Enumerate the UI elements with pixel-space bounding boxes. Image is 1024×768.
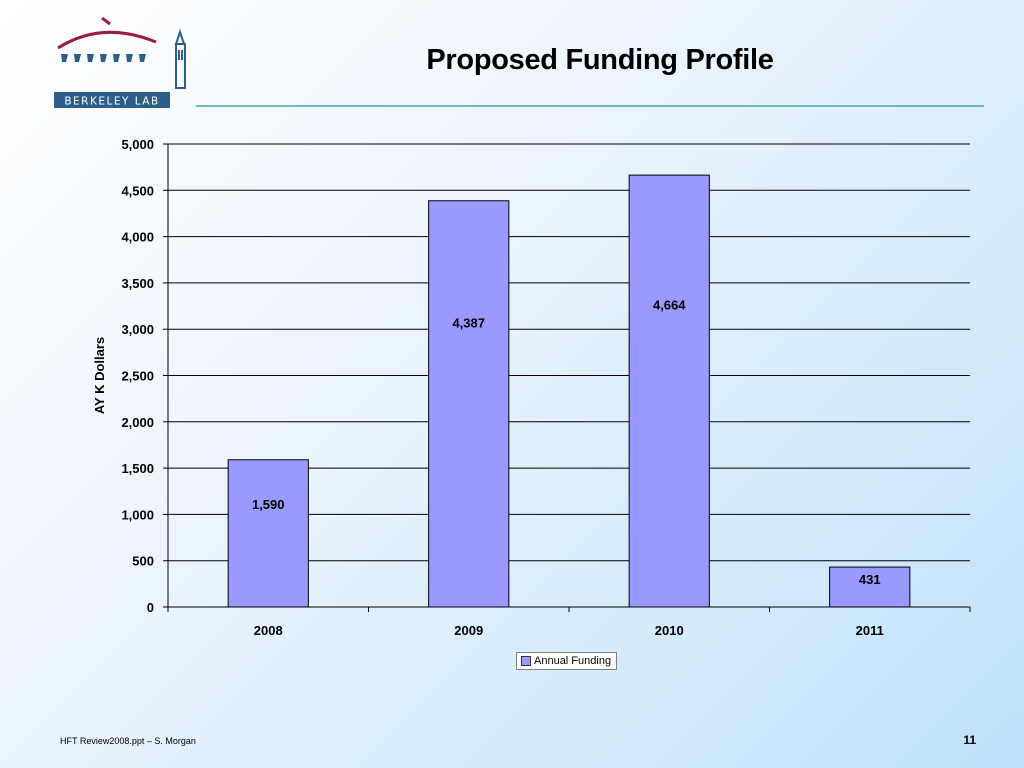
x-tick-label: 2009 — [454, 623, 483, 638]
bar — [428, 200, 510, 608]
x-tick-label: 2008 — [254, 623, 283, 638]
legend-swatch — [521, 656, 531, 666]
y-tick-label: 2,000 — [121, 415, 154, 430]
y-tick-label: 4,000 — [121, 230, 154, 245]
berkeley-lab-logo: BERKELEY LAB — [54, 16, 186, 108]
y-axis-title: AY K Dollars — [92, 337, 107, 414]
bar — [628, 174, 710, 608]
y-tick-label: 3,000 — [121, 322, 154, 337]
y-tick-label: 500 — [132, 554, 154, 569]
y-tick-label: 4,500 — [121, 183, 154, 198]
x-tick-label: 2010 — [655, 623, 684, 638]
header-rule — [196, 105, 984, 107]
y-tick-label: 1,000 — [121, 507, 154, 522]
y-tick-label: 3,500 — [121, 276, 154, 291]
y-tick-label: 5,000 — [121, 137, 154, 152]
y-tick-label: 1,500 — [121, 461, 154, 476]
logo-text: BERKELEY LAB — [64, 96, 159, 108]
data-label: 431 — [859, 572, 881, 587]
footer-text: HFT Review2008.ppt – S. Morgan — [60, 736, 196, 746]
slide-title: Proposed Funding Profile — [426, 44, 774, 76]
data-label: 4,387 — [452, 316, 485, 331]
page-number: 11 — [963, 733, 976, 747]
y-tick-label: 0 — [147, 600, 154, 615]
data-label: 4,664 — [653, 298, 686, 313]
legend-label: Annual Funding — [534, 655, 612, 667]
data-label: 1,590 — [252, 497, 285, 512]
x-tick-label: 2011 — [856, 623, 884, 638]
y-tick-label: 2,500 — [121, 369, 154, 384]
chart-legend: Annual Funding — [516, 652, 618, 670]
bar — [227, 459, 309, 608]
